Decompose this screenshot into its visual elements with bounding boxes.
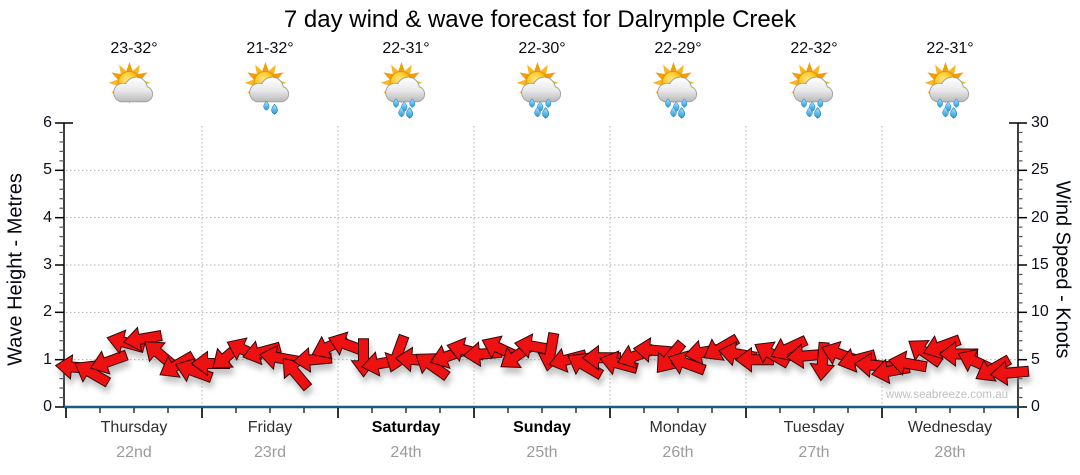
wind-arrow [122, 326, 163, 353]
day-date: 27th [798, 444, 830, 461]
chart-title: 7 day wind & wave forecast for Dalrymple… [283, 6, 797, 33]
left-axis-tick: 4 [43, 208, 52, 226]
wind-arrow [887, 350, 928, 376]
right-axis-tick: 30 [1031, 114, 1049, 131]
right-axis-tick: 0 [1031, 398, 1040, 415]
wind-arrow [89, 349, 129, 375]
right-axis-tick: 5 [1031, 350, 1040, 368]
right-axis-tick: 20 [1031, 208, 1049, 226]
wind-arrow [975, 354, 1013, 382]
day-name: Saturday [371, 419, 441, 436]
wind-arrow [837, 347, 877, 373]
right-axis-tick: 10 [1031, 303, 1049, 321]
wind-arrow [703, 333, 741, 361]
wind-arrow [989, 360, 1030, 387]
temperature-range: 22-31° [382, 40, 430, 57]
day-date: 23rd [253, 444, 287, 461]
left-axis-tick: 2 [43, 303, 52, 321]
left-axis-label: Wave Height - Metres [4, 173, 27, 366]
day-date: 22nd [116, 444, 152, 461]
weather-icon-rain [338, 60, 474, 120]
left-axis-tick: 6 [43, 114, 52, 131]
day-date: 26th [662, 444, 694, 461]
left-axis-tick: 0 [43, 398, 52, 415]
weather-icon-partly-cloudy [66, 60, 202, 120]
weather-icon-rain [474, 60, 610, 120]
temperature-range: 23-32° [110, 40, 158, 57]
right-axis-label: Wind Speed - Knots [1051, 180, 1074, 359]
day-name: Thursday [100, 419, 168, 436]
weather-icon-showers [202, 60, 338, 120]
temperature-range: 22-30° [518, 40, 566, 57]
temperature-range: 22-31° [926, 40, 974, 57]
day-date: 25th [526, 444, 558, 461]
left-axis-tick: 3 [43, 256, 52, 273]
weather-icon-rain [746, 60, 882, 120]
weather-icon-rain [882, 60, 1018, 120]
day-date: 24th [390, 444, 422, 461]
right-axis-tick: 15 [1031, 256, 1049, 273]
temperature-range: 22-32° [790, 40, 838, 57]
temperature-range: 22-29° [654, 40, 702, 57]
day-name: Sunday [513, 419, 571, 436]
temperature-range: 21-32° [246, 40, 294, 57]
wind-arrow [922, 334, 962, 360]
left-axis-tick: 5 [43, 161, 52, 179]
weather-icon-rain [610, 60, 746, 120]
day-name: Wednesday [907, 419, 993, 436]
day-name: Friday [247, 419, 293, 436]
wind-arrow [174, 357, 214, 383]
left-axis-tick: 1 [43, 350, 52, 368]
day-name: Tuesday [783, 419, 845, 436]
day-name: Monday [649, 419, 707, 436]
watermark: www.seabreeze.com.au [885, 389, 1008, 401]
right-axis-tick: 25 [1031, 161, 1049, 179]
day-date: 28th [934, 444, 966, 461]
